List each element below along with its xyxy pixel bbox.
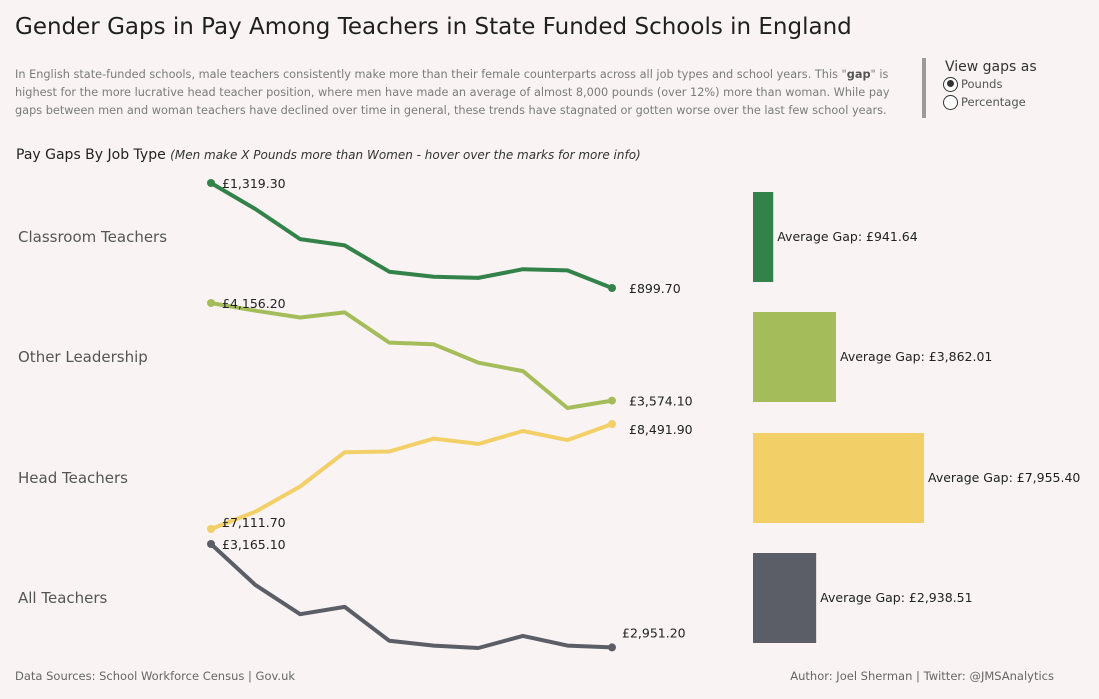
radio-pounds[interactable]: Pounds — [943, 75, 1082, 93]
chart-subtitle-note: (Men make X Pounds more than Women - hov… — [170, 148, 641, 162]
end-point-all-teachers — [608, 643, 616, 652]
page-title: Gender Gaps in Pay Among Teachers in Sta… — [15, 14, 852, 40]
end-point-other-leadership — [608, 396, 616, 405]
line-classroom-teachers — [209, 181, 614, 290]
average-label-all-teachers: Average Gap: £2,938.51 — [820, 590, 972, 605]
row-label-head-teachers: Head Teachers — [18, 469, 128, 487]
end-point-classroom-teachers — [608, 284, 616, 292]
end-point-head-teachers — [608, 420, 616, 428]
data-source: Data Sources: School Workforce Census | … — [15, 669, 296, 683]
row-label-all-teachers: All Teachers — [18, 589, 108, 607]
radio-selected-icon[interactable] — [943, 76, 958, 92]
chart-subtitle: Pay Gaps By Job Type (Men make X Pounds … — [16, 147, 641, 163]
radio-unselected-icon[interactable] — [943, 94, 958, 110]
end-value-label-classroom-teachers: £899.70 — [629, 281, 681, 296]
average-bar-classroom-teachers — [753, 192, 774, 282]
line-all-teachers — [209, 542, 614, 650]
start-point-classroom-teachers — [207, 179, 215, 187]
start-point-other-leadership — [207, 299, 215, 307]
start-value-label-other-leadership: £4,156.20 — [222, 296, 286, 311]
start-point-head-teachers — [207, 525, 215, 533]
description: In English state-funded schools, male te… — [15, 66, 895, 120]
chart-subtitle-main: Pay Gaps By Job Type — [16, 147, 166, 163]
average-label-head-teachers: Average Gap: £7,955.40 — [928, 470, 1080, 485]
average-bar-other-leadership — [753, 312, 837, 402]
start-value-label-head-teachers: £7,111.70 — [222, 515, 286, 530]
row-label-other-leadership: Other Leadership — [18, 348, 148, 366]
average-label-classroom-teachers: Average Gap: £941.64 — [777, 229, 918, 244]
line-other-leadership — [209, 301, 614, 410]
view-toggle: View gaps as Pounds Percentage — [922, 58, 1082, 118]
average-bar-head-teachers — [753, 433, 924, 523]
row-label-classroom-teachers: Classroom Teachers — [18, 228, 167, 246]
start-value-label-classroom-teachers: £1,319.30 — [222, 176, 286, 191]
author-credit: Author: Joel Sherman | Twitter: @JMSAnal… — [790, 669, 1054, 683]
end-value-label-other-leadership: £3,574.10 — [629, 394, 693, 409]
start-point-all-teachers — [207, 540, 215, 548]
radio-percentage-label: Percentage — [961, 95, 1026, 109]
description-text-1: In English state-funded schools, male te… — [15, 68, 847, 81]
description-text-2: " is highest for the more lucrative head… — [15, 68, 890, 117]
end-value-label-all-teachers: £2,951.20 — [622, 625, 686, 640]
start-value-label-all-teachers: £3,165.10 — [222, 537, 286, 552]
average-label-other-leadership: Average Gap: £3,862.01 — [840, 349, 992, 364]
average-bar-all-teachers — [753, 553, 817, 643]
radio-percentage[interactable]: Percentage — [943, 93, 1082, 111]
toggle-title: View gaps as — [945, 59, 1037, 75]
radio-pounds-label: Pounds — [961, 77, 1003, 91]
line-head-teachers — [209, 422, 614, 531]
end-value-label-head-teachers: £8,491.90 — [629, 422, 693, 437]
description-bold: gap — [846, 68, 871, 81]
